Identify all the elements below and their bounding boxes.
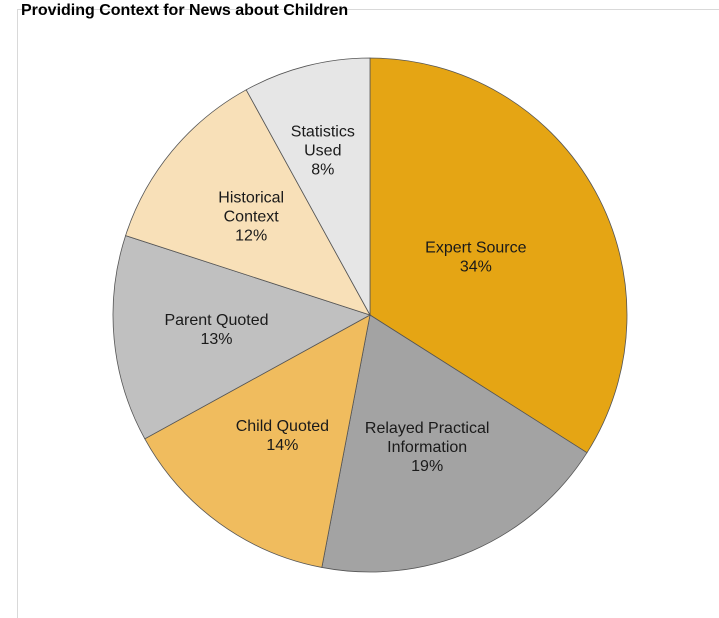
pie-slice-1 xyxy=(369,57,628,454)
slice-value-label-6: 8% xyxy=(311,162,334,179)
pie-slice-4 xyxy=(112,235,372,440)
pie-slice-2 xyxy=(321,314,588,573)
slice-category-label-2: Information xyxy=(387,439,467,456)
slice-category-label-3: Child Quoted xyxy=(236,418,329,435)
slice-value-label-3: 14% xyxy=(266,437,298,454)
pie-slice-5 xyxy=(125,89,371,316)
slice-category-label-6: Statistics xyxy=(291,124,355,141)
slice-category-label-1: Expert Source xyxy=(425,239,526,256)
pie-slice-3 xyxy=(144,314,371,568)
chart-title: Providing Context for News about Childre… xyxy=(21,2,349,19)
slice-value-label-5: 12% xyxy=(235,228,267,245)
pie-slice-6 xyxy=(245,57,371,316)
slice-category-label-5: Context xyxy=(224,209,280,226)
slice-category-label-2: Relayed Practical xyxy=(365,420,490,437)
slice-value-label-1: 34% xyxy=(460,258,492,275)
slice-category-label-5: Historical xyxy=(218,190,284,207)
slice-category-label-6: Used xyxy=(304,143,341,160)
slice-value-label-2: 19% xyxy=(411,458,443,475)
chart-frame: Providing Context for News about Childre… xyxy=(17,2,719,618)
slice-value-label-4: 13% xyxy=(200,331,232,348)
slice-category-label-4: Parent Quoted xyxy=(164,312,268,329)
